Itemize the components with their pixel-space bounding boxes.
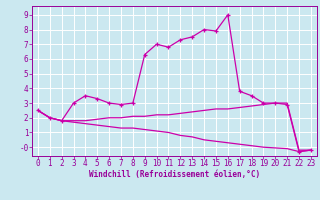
X-axis label: Windchill (Refroidissement éolien,°C): Windchill (Refroidissement éolien,°C) xyxy=(89,170,260,179)
